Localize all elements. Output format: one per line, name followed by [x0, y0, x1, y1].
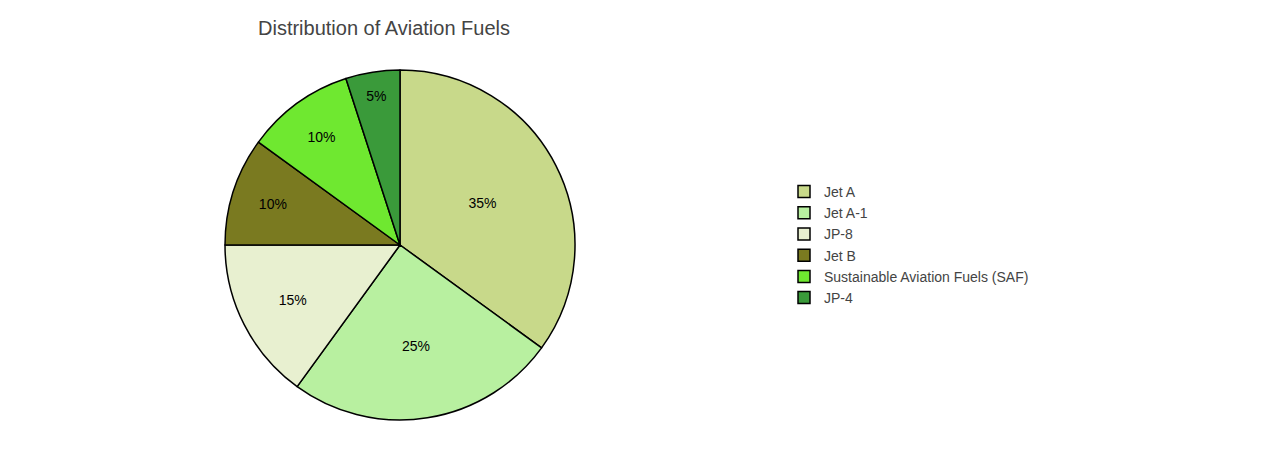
svg-text:Jet A: Jet A [824, 184, 856, 200]
svg-text:25%: 25% [402, 338, 430, 354]
svg-text:15%: 15% [279, 292, 307, 308]
svg-text:35%: 35% [468, 195, 496, 211]
svg-text:Jet A-1: Jet A-1 [824, 205, 868, 221]
svg-text:Jet B: Jet B [824, 248, 856, 264]
svg-text:JP-4: JP-4 [824, 290, 853, 306]
svg-text:JP-8: JP-8 [824, 226, 853, 242]
svg-text:10%: 10% [307, 129, 335, 145]
svg-text:Sustainable Aviation Fuels (SA: Sustainable Aviation Fuels (SAF) [824, 269, 1028, 285]
svg-text:Distribution of Aviation Fuels: Distribution of Aviation Fuels [258, 17, 510, 39]
svg-text:10%: 10% [259, 196, 287, 212]
svg-text:5%: 5% [366, 88, 386, 104]
